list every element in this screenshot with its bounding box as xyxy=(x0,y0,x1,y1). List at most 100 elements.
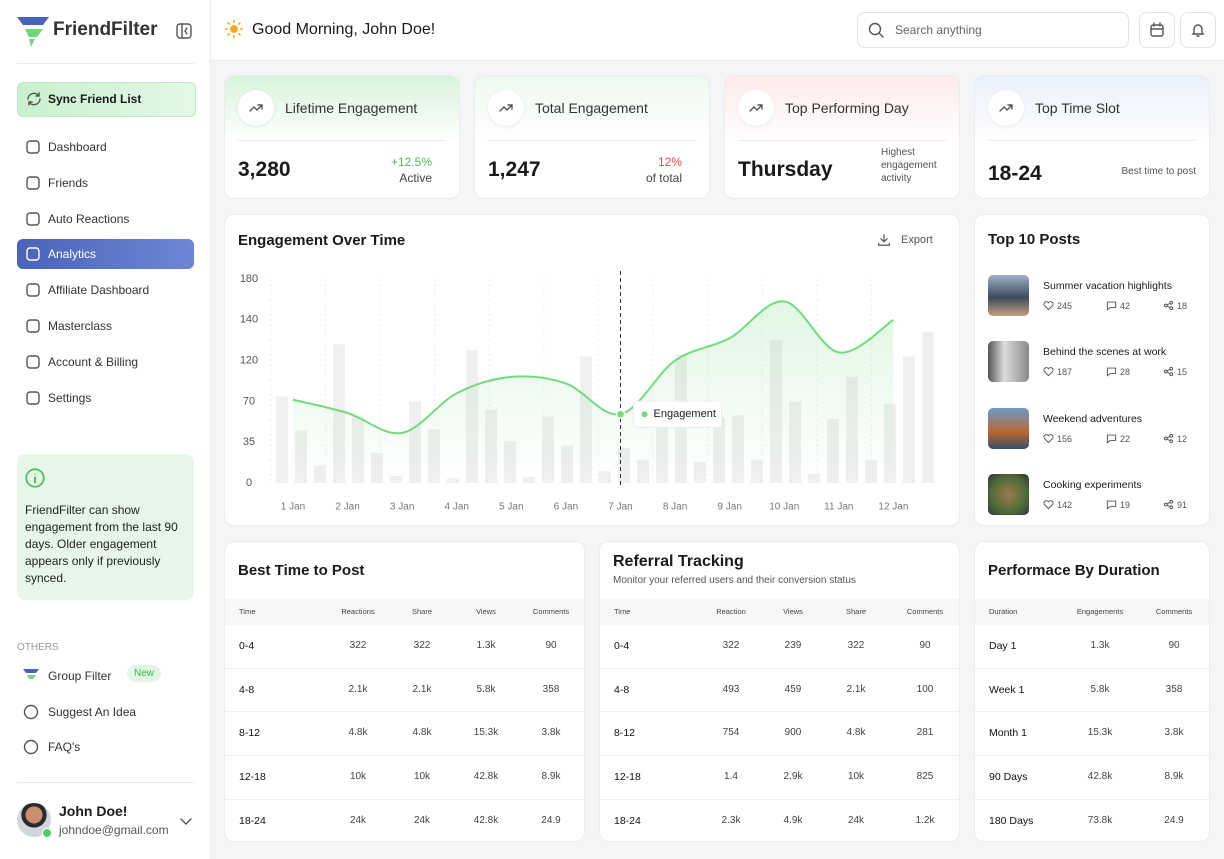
other-item[interactable]: FAQ's xyxy=(17,736,194,758)
table-cell: 4.8k xyxy=(846,727,866,739)
post-item[interactable]: Summer vacation highlights 245 42 18 xyxy=(988,275,1198,317)
column-header: Comments xyxy=(1155,607,1193,616)
nav-item[interactable]: Analytics xyxy=(17,239,194,270)
table-cell: 239 xyxy=(784,640,802,651)
post-item[interactable]: Behind the scenes at work 187 28 15 xyxy=(988,341,1198,383)
nav-item[interactable]: Affiliate Dashboard xyxy=(17,275,194,305)
nav-item[interactable]: Dashboard xyxy=(17,132,194,162)
divider xyxy=(738,140,946,141)
icon-part xyxy=(1169,433,1174,438)
user-email: johndoe@gmail.com xyxy=(59,823,169,837)
column-header: Share xyxy=(411,607,433,616)
icon-part xyxy=(1043,500,1054,510)
icon xyxy=(176,23,192,39)
icon-part xyxy=(1163,300,1174,311)
icon-part xyxy=(1169,505,1174,509)
chart-title: Engagement Over Time xyxy=(238,232,406,249)
nav-item[interactable]: Settings xyxy=(17,383,194,413)
table-card: Performace By Duration Duration Engagement… xyxy=(974,541,1210,842)
icon xyxy=(499,104,513,112)
column-header: Share xyxy=(845,607,867,616)
sync-button[interactable]: Sync Friend List xyxy=(17,82,196,117)
table-cell: 8.9k xyxy=(541,771,561,783)
point xyxy=(615,409,626,419)
icon-part xyxy=(1043,301,1054,311)
x-tick-label: 12 Jan xyxy=(878,502,908,513)
stat-change: 12% xyxy=(657,155,682,169)
nav-item[interactable]: Auto Reactions xyxy=(17,204,194,234)
icon xyxy=(26,176,40,190)
bar xyxy=(276,396,288,483)
search-box[interactable]: Search anything xyxy=(857,12,1129,48)
table-cell: 322 xyxy=(413,640,431,651)
table-title: Best Time to Post xyxy=(238,562,365,579)
icon-part xyxy=(1169,300,1174,305)
nav-item[interactable]: Account & Billing xyxy=(17,347,194,377)
table-cell: 42.8k xyxy=(473,771,499,783)
icon xyxy=(1106,500,1117,510)
icon-part xyxy=(26,283,40,297)
user-name: John Doe! xyxy=(59,803,128,819)
stat-title: Top Performing Day xyxy=(785,100,909,116)
nav-label: Settings xyxy=(48,390,92,405)
icon-part xyxy=(1166,435,1171,441)
nav-item[interactable]: Masterclass xyxy=(17,311,194,341)
stat-value: 18-24 xyxy=(988,162,1042,185)
icon xyxy=(25,468,45,488)
table-cell: 18-24 xyxy=(614,814,641,827)
icon xyxy=(26,355,40,369)
icon-part xyxy=(1169,438,1174,443)
stat-icon xyxy=(738,90,774,126)
table-cell: 100 xyxy=(916,683,934,695)
icon-part xyxy=(1163,502,1168,507)
other-item[interactable]: Suggest An Idea xyxy=(17,701,194,723)
table-cell: 10k xyxy=(413,771,431,783)
other-item[interactable]: Group Filter New xyxy=(17,665,194,687)
calendar-button[interactable] xyxy=(1139,12,1175,48)
table-title: Referral Tracking xyxy=(613,553,744,570)
column-header: Comments xyxy=(532,607,570,616)
table-cell: 0-4 xyxy=(614,640,630,652)
post-item[interactable]: Cooking experiments 142 19 91 xyxy=(988,473,1198,516)
info-box: FriendFilter can show engagement from th… xyxy=(17,454,194,600)
section-label: OTHERS xyxy=(17,642,59,653)
row-divider xyxy=(225,711,584,713)
icon-part xyxy=(999,104,1013,112)
icon-part xyxy=(1043,367,1054,377)
table-cell: 5.8k xyxy=(476,683,496,695)
icon-part xyxy=(1169,367,1174,371)
icon xyxy=(749,104,763,112)
table-cell: 24k xyxy=(847,814,865,826)
post-shares: 18 xyxy=(1177,301,1188,311)
card-title: Top 10 Posts xyxy=(988,231,1081,248)
export-button[interactable]: Export xyxy=(877,232,937,250)
table-cell: 42.8k xyxy=(1087,771,1113,783)
icon-part xyxy=(225,20,243,38)
table-cell: 5.8k xyxy=(1090,683,1110,695)
table-cell: 42.8k xyxy=(473,814,499,826)
icon-part xyxy=(1106,500,1117,510)
table-cell: 15.3k xyxy=(473,727,499,739)
icon xyxy=(1043,500,1054,510)
notifications-button[interactable] xyxy=(1180,12,1216,48)
icon-part xyxy=(1106,301,1117,311)
post-title: Cooking experiments xyxy=(1043,478,1142,491)
table-cell: 73.8k xyxy=(1087,814,1113,826)
nav-item[interactable]: Friends xyxy=(17,168,194,198)
post-comments: 19 xyxy=(1120,499,1131,510)
icon xyxy=(1163,367,1174,377)
table-cell: 322 xyxy=(722,640,740,651)
header: Good Morning, John Doe! Search anything xyxy=(211,0,1224,61)
icon-part xyxy=(1163,436,1168,440)
icon xyxy=(23,669,39,679)
icon-part xyxy=(1163,369,1168,374)
post-comments: 42 xyxy=(1120,301,1131,311)
icon xyxy=(17,17,49,47)
icon-part xyxy=(1043,367,1054,377)
x-tick-label: 8 Jan xyxy=(663,502,687,513)
table-cell: 4.8k xyxy=(348,727,368,739)
post-title: Summer vacation highlights xyxy=(1043,280,1172,292)
table-cell: 24k xyxy=(413,814,431,826)
post-item[interactable]: Weekend adventures 156 22 12 xyxy=(988,407,1198,450)
icon-part xyxy=(26,176,40,190)
